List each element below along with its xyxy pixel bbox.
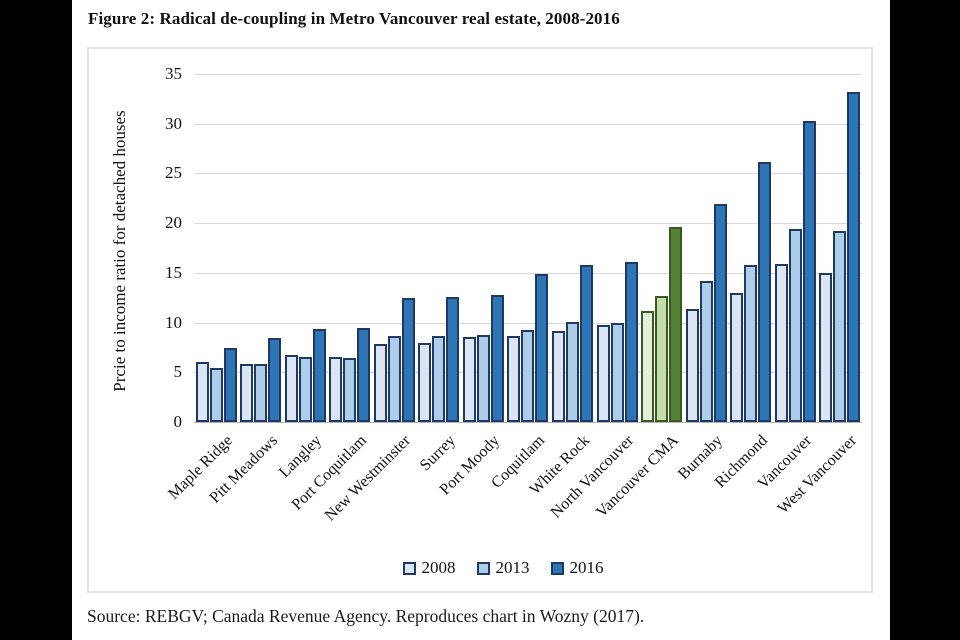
figure-title: Figure 2: Radical de-coupling in Metro V… (88, 9, 620, 28)
legend-label: 2008 (421, 558, 456, 577)
bar-2013 (387, 336, 401, 422)
bar-2013 (209, 368, 223, 422)
gridline (194, 123, 862, 125)
bar-group-new-westminster (372, 74, 417, 422)
x-axis-line (194, 422, 862, 423)
bar-2008 (774, 264, 788, 422)
figure-page: Figure 2: Radical de-coupling in Metro V… (72, 0, 890, 640)
y-tick-label: 15 (165, 262, 182, 282)
bar-2013 (521, 330, 535, 422)
legend-label: 2013 (495, 558, 530, 577)
bar-group-pitt-meadows (239, 74, 284, 422)
y-tick-label: 0 (173, 412, 183, 431)
bar-plot (194, 74, 862, 422)
bar-2016 (535, 274, 549, 422)
bar-2013 (298, 357, 312, 422)
y-tick-label: 35 (165, 64, 182, 83)
bar-2008 (329, 357, 343, 422)
bar-2008 (730, 293, 744, 422)
gridline (194, 322, 862, 324)
bar-2016 (401, 298, 415, 422)
chart-legend: 2008 2013 2016 (194, 558, 812, 578)
bar-2013 (476, 335, 490, 422)
bar-2016 (669, 227, 683, 422)
bar-2016 (802, 121, 816, 422)
y-tick-label: 30 (165, 113, 182, 133)
bar-2016 (223, 348, 237, 422)
bar-2008 (552, 331, 566, 422)
bar-2013 (699, 281, 713, 422)
y-tick-label: 5 (173, 362, 183, 382)
bar-group-surrey (417, 74, 462, 422)
legend-swatch-2013 (476, 561, 490, 575)
bar-group-port-coquitlam (328, 74, 373, 422)
bar-2016 (713, 204, 727, 422)
bar-2008 (641, 311, 655, 422)
legend-item-2008: 2008 (402, 558, 456, 578)
bar-2016 (446, 297, 460, 422)
y-tick-label: 10 (165, 312, 182, 332)
legend-item-2013: 2013 (476, 558, 530, 578)
legend-swatch-2016 (550, 561, 564, 575)
chart-area: Prcie to income ratio for detached house… (87, 47, 873, 593)
bar-2016 (312, 329, 326, 422)
bar-2016 (758, 162, 772, 422)
gridline (194, 223, 862, 225)
bar-2008 (685, 309, 699, 422)
bar-group-coquitlam (506, 74, 551, 422)
bar-2013 (788, 229, 802, 422)
y-tick-label: 25 (165, 163, 182, 183)
bar-2008 (462, 337, 476, 422)
bar-2008 (596, 325, 610, 422)
bar-2016 (624, 262, 638, 422)
bar-2008 (240, 364, 254, 422)
legend-swatch-2008 (402, 561, 416, 575)
bar-group-burnaby (684, 74, 729, 422)
bar-group-vancouver (773, 74, 818, 422)
bar-group-west-vancouver (817, 74, 862, 422)
bar-2016 (580, 265, 594, 422)
legend-item-2016: 2016 (550, 558, 604, 578)
bar-2008 (819, 273, 833, 422)
bar-2013 (655, 296, 669, 422)
bar-2008 (195, 362, 209, 422)
gridline (194, 74, 862, 75)
bar-2008 (418, 343, 432, 422)
bar-2016 (490, 295, 504, 422)
bar-2016 (268, 338, 282, 422)
bar-group-port-moody (461, 74, 506, 422)
bar-group-maple-ridge (194, 74, 239, 422)
bar-2016 (357, 328, 371, 422)
bar-2013 (744, 265, 758, 422)
legend-label: 2016 (569, 558, 604, 577)
bar-2013 (833, 231, 847, 422)
bar-2008 (284, 355, 298, 422)
bar-group-north-vancouver (595, 74, 640, 422)
bar-group-langley (283, 74, 328, 422)
source-note: Source: REBGV; Canada Revenue Agency. Re… (87, 606, 645, 626)
gridline (194, 173, 862, 175)
bar-2008 (373, 344, 387, 422)
bar-2016 (847, 92, 861, 422)
bar-2008 (507, 336, 521, 422)
bar-2013 (610, 323, 624, 422)
bar-group-richmond (728, 74, 773, 422)
bar-2013 (432, 336, 446, 422)
bar-2013 (343, 358, 357, 422)
y-tick-label: 20 (165, 213, 182, 233)
bar-2013 (566, 322, 580, 422)
bar-2013 (254, 364, 268, 422)
bar-group-white-rock (550, 74, 595, 422)
bar-group-vancouver-cma (639, 74, 684, 422)
gridline (194, 272, 862, 274)
